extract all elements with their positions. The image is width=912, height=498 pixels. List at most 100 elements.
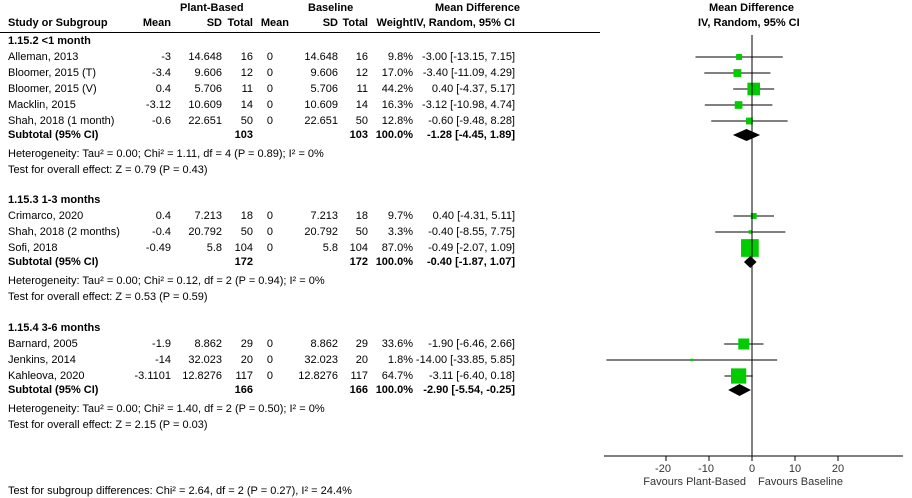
baseline-mean: 0 — [266, 67, 273, 79]
subtotal-label: Subtotal (95% CI) — [8, 384, 99, 396]
header-sd2: SD — [322, 17, 338, 29]
study-weight: 87.0% — [381, 242, 413, 254]
baseline-mean: 0 — [266, 338, 273, 350]
plant-mean: 0.4 — [155, 83, 171, 95]
plant-total: 20 — [240, 354, 253, 366]
study-name: Crimarco, 2020 — [8, 210, 84, 222]
baseline-sd: 22.651 — [304, 115, 338, 127]
header-divider — [0, 32, 600, 33]
x-tick-label: -20 — [655, 463, 671, 475]
subtotal-plant-total: 103 — [234, 129, 253, 141]
heterogeneity-text: Heterogeneity: Tau² = 0.00; Chi² = 0.12,… — [8, 275, 325, 287]
subtotal-ci: -2.90 [-5.54, -0.25] — [423, 384, 515, 396]
plant-total: 50 — [240, 115, 253, 127]
plant-sd: 14.648 — [188, 51, 222, 63]
baseline-sd: 10.609 — [304, 99, 338, 111]
plant-mean: -3 — [161, 51, 171, 63]
plant-mean: -1.9 — [152, 338, 171, 350]
study-name: Bloomer, 2015 (T) — [8, 67, 97, 79]
baseline-mean: 0 — [266, 370, 273, 382]
study-weight: 64.7% — [381, 370, 413, 382]
baseline-sd: 5.8 — [322, 242, 338, 254]
plant-mean: -14 — [155, 354, 171, 366]
study-square — [748, 230, 753, 234]
plant-sd: 32.023 — [188, 354, 222, 366]
plant-total: 104 — [234, 242, 253, 254]
study-square — [738, 338, 750, 350]
study-name: Sofi, 2018 — [8, 242, 58, 254]
study-name: Shah, 2018 (2 months) — [8, 226, 120, 238]
baseline-total: 12 — [355, 67, 368, 79]
subtotal-baseline-total: 103 — [349, 129, 368, 141]
header-plant-based: Plant-Based — [180, 2, 244, 14]
study-weight: 16.3% — [381, 99, 413, 111]
subtotal-weight: 100.0% — [375, 256, 413, 268]
baseline-sd: 8.862 — [310, 338, 338, 350]
baseline-sd: 5.706 — [310, 83, 338, 95]
study-ci: -0.60 [-9.48, 8.28] — [428, 115, 515, 127]
heterogeneity-text: Heterogeneity: Tau² = 0.00; Chi² = 1.11,… — [8, 148, 324, 160]
baseline-mean: 0 — [266, 354, 273, 366]
study-square — [736, 54, 743, 60]
plant-mean: -0.4 — [152, 226, 171, 238]
study-ci: -0.49 [-2.07, 1.09] — [428, 242, 515, 254]
baseline-sd: 7.213 — [310, 210, 338, 222]
study-name: Shah, 2018 (1 month) — [8, 115, 115, 127]
subtotal-label: Subtotal (95% CI) — [8, 129, 99, 141]
baseline-sd: 20.792 — [304, 226, 338, 238]
header-plot-title: Mean Difference — [709, 2, 794, 14]
plant-mean: -3.1101 — [134, 370, 172, 382]
header-mean-difference: Mean Difference — [435, 2, 520, 14]
x-tick-label: 10 — [789, 463, 801, 475]
overall-effect-text: Test for overall effect: Z = 0.53 (P = 0… — [8, 291, 208, 303]
plant-total: 11 — [241, 83, 253, 95]
baseline-total: 11 — [356, 83, 368, 95]
header-total2: Total — [342, 17, 368, 29]
plant-sd: 5.8 — [206, 242, 222, 254]
study-name: Bloomer, 2015 (V) — [8, 83, 97, 95]
subtotal-baseline-total: 166 — [349, 384, 368, 396]
baseline-mean: 0 — [266, 115, 273, 127]
subtotal-weight: 100.0% — [375, 129, 413, 141]
baseline-sd: 14.648 — [304, 51, 338, 63]
study-weight: 12.8% — [381, 115, 413, 127]
subtotal-diamond — [743, 256, 757, 268]
header-sd1: SD — [206, 17, 222, 29]
plant-total: 117 — [235, 370, 253, 382]
x-tick-label: 20 — [832, 463, 844, 475]
plant-mean: -0.49 — [145, 242, 171, 254]
header-mean1: Mean — [142, 17, 171, 29]
baseline-sd: 9.606 — [310, 67, 338, 79]
header-mean2: Mean — [260, 17, 289, 29]
overall-effect-text: Test for overall effect: Z = 0.79 (P = 0… — [8, 164, 208, 176]
subtotal-plant-total: 172 — [234, 256, 253, 268]
baseline-total: 16 — [355, 51, 368, 63]
overall-effect-text: Test for overall effect: Z = 2.15 (P = 0… — [8, 419, 208, 431]
study-weight: 3.3% — [387, 226, 413, 238]
study-square — [730, 368, 747, 384]
plant-total: 29 — [240, 338, 253, 350]
study-weight: 44.2% — [381, 83, 413, 95]
plant-total: 18 — [240, 210, 253, 222]
plant-total: 16 — [240, 51, 253, 63]
baseline-mean: 0 — [266, 226, 273, 238]
plant-mean: 0.4 — [155, 210, 171, 222]
study-ci: 0.40 [-4.31, 5.11] — [432, 210, 515, 222]
study-name: Jenkins, 2014 — [8, 354, 76, 366]
header-plot-method: IV, Random, 95% CI — [698, 17, 800, 29]
baseline-total: 117 — [350, 370, 368, 382]
header-study: Study or Subgroup — [8, 17, 108, 29]
plant-sd: 20.792 — [188, 226, 222, 238]
baseline-sd: 12.8276 — [298, 370, 338, 382]
subtotal-label: Subtotal (95% CI) — [8, 256, 99, 268]
header-baseline: Baseline — [308, 2, 354, 14]
baseline-total: 18 — [355, 210, 368, 222]
study-square — [746, 117, 753, 125]
baseline-total: 50 — [355, 115, 368, 127]
plant-total: 14 — [240, 99, 253, 111]
plant-mean: -3.4 — [152, 67, 171, 79]
subgroup-title: 1.15.2 <1 month — [8, 35, 91, 47]
plant-sd: 7.213 — [194, 210, 222, 222]
subgroup-title: 1.15.3 1-3 months — [8, 194, 101, 206]
baseline-mean: 0 — [266, 242, 273, 254]
